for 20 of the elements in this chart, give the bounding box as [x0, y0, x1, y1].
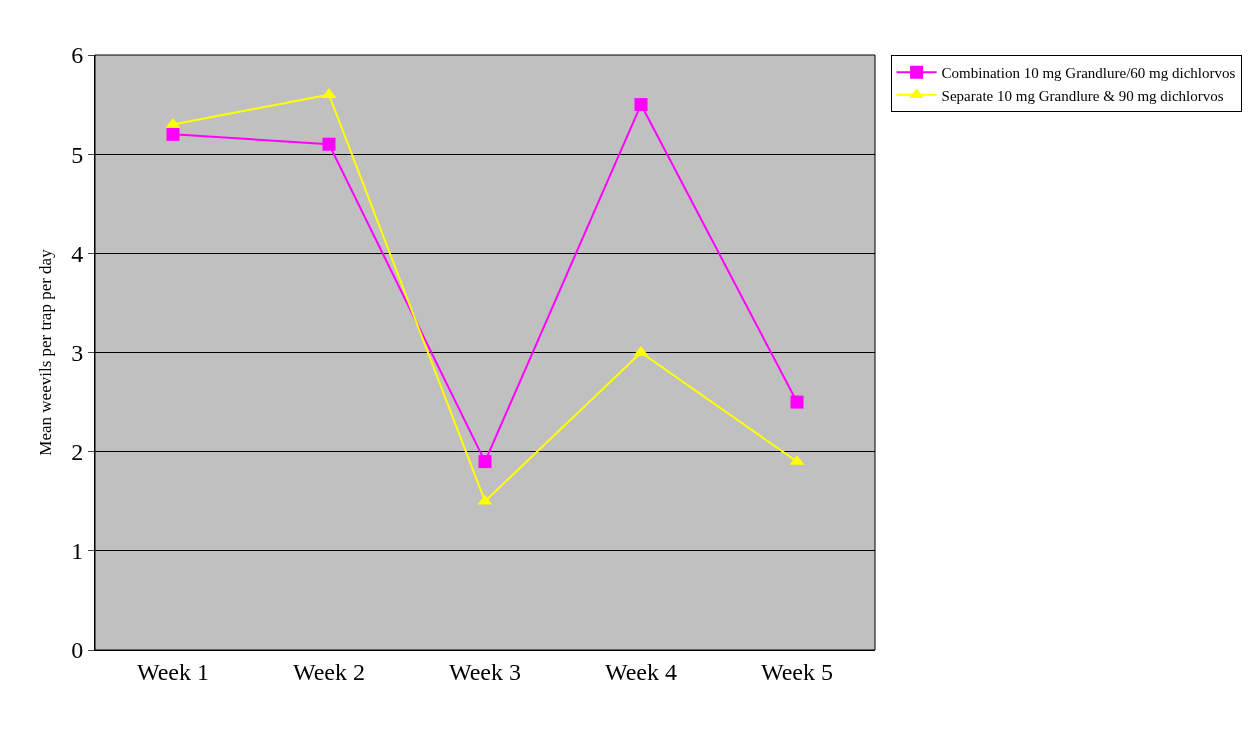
x-tick-label: Week 3 — [448, 658, 522, 685]
legend-label: Combination 10 mg Grandlure/60 mg dichlorvos — [941, 65, 1236, 82]
point — [322, 137, 336, 151]
y-tick-label: 0 — [71, 637, 84, 664]
x-tick-label: Week 1 — [136, 658, 210, 685]
x-tick-label: Week 4 — [604, 658, 678, 685]
point — [166, 127, 180, 141]
x-tick-label: Week 2 — [292, 658, 366, 685]
y-tick-label: 1 — [71, 538, 84, 565]
y-tick-label: 3 — [71, 339, 84, 366]
point — [634, 98, 648, 112]
y-tick-label: 6 — [71, 42, 84, 69]
point — [478, 455, 492, 469]
y-tick-label: 2 — [71, 439, 84, 466]
y-axis-title: Mean weevils per trap per day — [35, 248, 55, 456]
point — [790, 395, 804, 409]
y-tick-label: 5 — [71, 141, 84, 168]
x-tick-label: Week 5 — [760, 658, 834, 685]
y-tick-label: 4 — [71, 240, 84, 267]
legend-label: Separate 10 mg Grandlure & 90 mg dichlorvos — [941, 87, 1224, 104]
